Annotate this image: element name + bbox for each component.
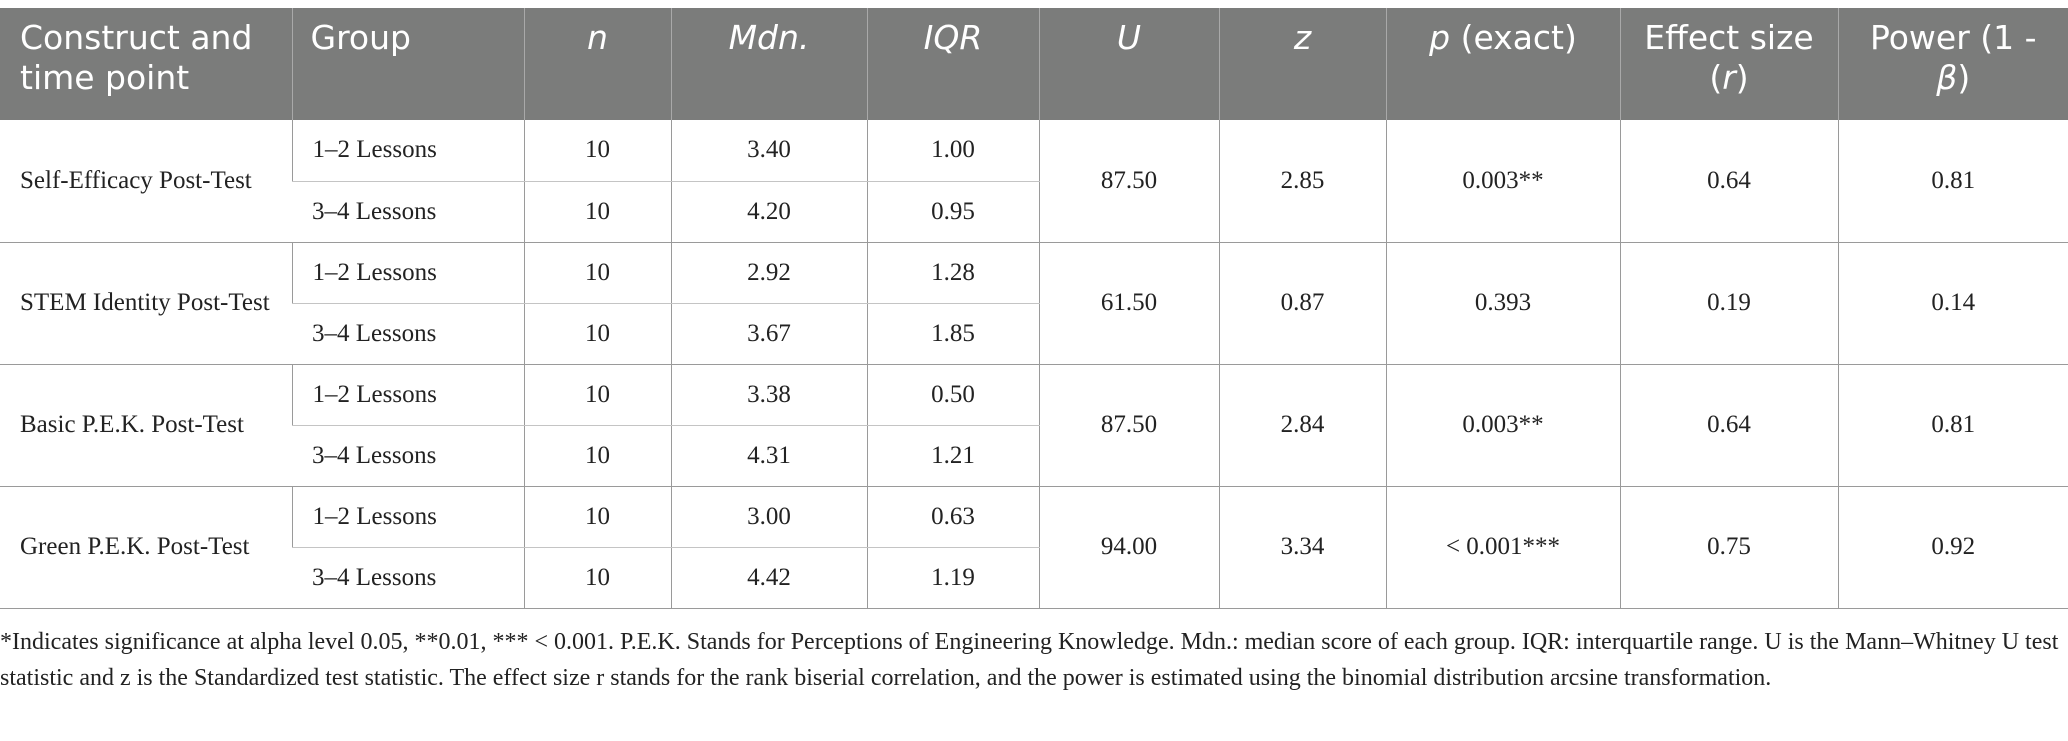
u-cell: 94.00 (1038, 486, 1219, 609)
effect-size-cell: 0.64 (1619, 364, 1838, 487)
iqr-cell: 0.50 (866, 364, 1039, 426)
iqr-cell: 1.85 (866, 303, 1039, 365)
p-cell: 0.003** (1385, 364, 1620, 487)
header-effect-size: Effect size (r) (1619, 8, 1838, 120)
table-row: 3–4 Lessons 10 4.31 1.21 (0, 425, 2068, 487)
table-row: 3–4 Lessons 10 4.20 0.95 (0, 181, 2068, 243)
group-cell: 1–2 Lessons (291, 364, 524, 426)
group-cell: 1–2 Lessons (291, 242, 524, 304)
header-construct: Construct and time point (0, 8, 292, 120)
table-row: 3–4 Lessons 10 3.67 1.85 (0, 303, 2068, 365)
power-cell: 0.81 (1837, 364, 2068, 487)
n-cell: 10 (523, 120, 671, 182)
table-row: Basic P.E.K. Post-Test 1–2 Lessons 10 3.… (0, 364, 2068, 487)
header-u: U (1038, 8, 1219, 120)
z-cell: 2.85 (1218, 120, 1386, 243)
construct-cell: Green P.E.K. Post-Test (0, 486, 292, 609)
table-row: STEM Identity Post-Test 1–2 Lessons 10 2… (0, 242, 2068, 365)
p-cell: < 0.001*** (1385, 486, 1620, 609)
z-cell: 3.34 (1218, 486, 1386, 609)
u-cell: 87.50 (1038, 364, 1219, 487)
mann-whitney-results-table: Construct and time point Group n Mdn. IQ… (0, 8, 2068, 609)
table-row: Self-Efficacy Post-Test 1–2 Lessons 10 3… (0, 120, 2068, 243)
iqr-cell: 1.00 (866, 120, 1039, 182)
table-footnote: *Indicates significance at alpha level 0… (0, 629, 2059, 691)
iqr-cell: 1.19 (866, 547, 1039, 609)
group-cell: 3–4 Lessons (292, 303, 524, 365)
table-row: Green P.E.K. Post-Test 1–2 Lessons 10 3.… (0, 486, 2068, 609)
n-cell: 10 (523, 364, 671, 426)
construct-cell: Self-Efficacy Post-Test (0, 120, 292, 243)
mdn-cell: 3.67 (670, 303, 867, 365)
mdn-cell: 4.42 (670, 547, 867, 609)
mdn-cell: 3.38 (670, 364, 867, 426)
construct-cell: Basic P.E.K. Post-Test (0, 364, 292, 487)
group-cell: 1–2 Lessons (291, 120, 524, 182)
construct-cell: STEM Identity Post-Test (0, 242, 292, 365)
power-cell: 0.92 (1837, 486, 2068, 609)
group-cell: 3–4 Lessons (292, 181, 524, 243)
group-cell: 3–4 Lessons (292, 425, 524, 487)
n-cell: 10 (523, 303, 671, 365)
mdn-cell: 4.20 (670, 181, 867, 243)
effect-size-cell: 0.64 (1619, 120, 1838, 243)
n-cell: 10 (523, 242, 671, 304)
mdn-cell: 2.92 (670, 242, 867, 304)
iqr-cell: 1.28 (866, 242, 1039, 304)
header-row: Construct and time point Group n Mdn. IQ… (0, 8, 2068, 120)
n-cell: 10 (523, 486, 671, 548)
group-cell: 1–2 Lessons (291, 486, 524, 548)
effect-size-cell: 0.19 (1619, 242, 1838, 365)
iqr-cell: 0.95 (866, 181, 1039, 243)
n-cell: 10 (523, 181, 671, 243)
group-cell: 3–4 Lessons (292, 547, 524, 609)
header-group: Group (291, 8, 524, 120)
results-table-container: Construct and time point Group n Mdn. IQ… (0, 8, 2068, 609)
effect-size-cell: 0.75 (1619, 486, 1838, 609)
header-n: n (523, 8, 671, 120)
mdn-cell: 4.31 (670, 425, 867, 487)
z-cell: 2.84 (1218, 364, 1386, 487)
mdn-cell: 3.40 (670, 120, 867, 182)
header-power: Power (1 - β) (1837, 8, 2068, 120)
u-cell: 87.50 (1038, 120, 1219, 243)
n-cell: 10 (523, 425, 671, 487)
iqr-cell: 0.63 (866, 486, 1039, 548)
header-p-exact: p (exact) (1385, 8, 1620, 120)
header-mdn: Mdn. (670, 8, 867, 120)
n-cell: 10 (523, 547, 671, 609)
table-body: Self-Efficacy Post-Test 1–2 Lessons 10 3… (0, 120, 2068, 609)
z-cell: 0.87 (1218, 242, 1386, 365)
power-cell: 0.81 (1837, 120, 2068, 243)
power-cell: 0.14 (1837, 242, 2068, 365)
p-cell: 0.003** (1385, 120, 1620, 243)
header-z: z (1218, 8, 1386, 120)
p-cell: 0.393 (1385, 242, 1620, 365)
header-iqr: IQR (866, 8, 1039, 120)
u-cell: 61.50 (1038, 242, 1219, 365)
iqr-cell: 1.21 (866, 425, 1039, 487)
table-row: 3–4 Lessons 10 4.42 1.19 (0, 547, 2068, 609)
mdn-cell: 3.00 (670, 486, 867, 548)
